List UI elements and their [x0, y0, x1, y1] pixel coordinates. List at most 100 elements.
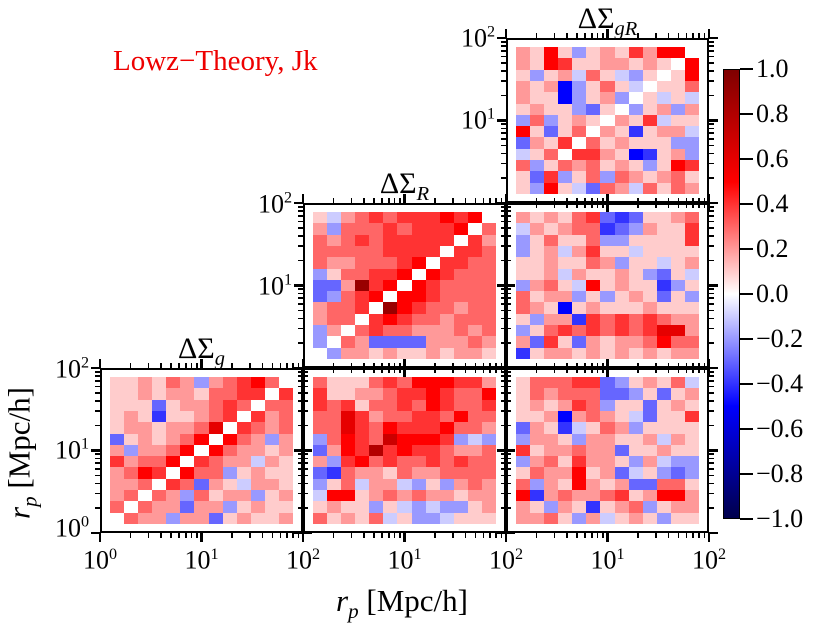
heatmap-cell [684, 126, 699, 138]
heatmap-cell [341, 399, 356, 411]
axis-tick [709, 424, 714, 427]
heatmap-cell [124, 456, 139, 468]
heatmap-cell [250, 399, 265, 411]
heatmap-cell [439, 433, 454, 445]
axis-tick [298, 453, 303, 456]
heatmap-cell [236, 388, 251, 400]
heatmap-cell [327, 336, 342, 348]
heatmap-cell [670, 399, 685, 411]
heatmap-cell [250, 377, 265, 389]
heatmap-cell [327, 422, 342, 434]
axis-tick [387, 198, 390, 203]
heatmap-cell [397, 444, 412, 457]
heatmap-cell [628, 388, 643, 400]
heatmap-cell [453, 223, 468, 235]
heatmap-cell [558, 47, 573, 59]
heatmap-cell [194, 490, 209, 502]
heatmap-cell [516, 69, 531, 81]
axis-tick [298, 309, 303, 312]
panel-frame [506, 203, 709, 368]
heatmap-cell [670, 58, 685, 70]
heatmap-cell [600, 69, 615, 81]
heatmap-cell [411, 325, 426, 337]
heatmap-cell [600, 245, 615, 258]
axis-tick [332, 368, 335, 373]
heatmap-cell [628, 268, 643, 280]
heatmap-cell [264, 433, 279, 445]
heatmap-cell [138, 377, 153, 389]
heatmap-cell [684, 456, 699, 468]
axis-tick [709, 36, 718, 40]
heatmap-cell [369, 223, 384, 235]
heatmap-cell [341, 444, 356, 457]
heatmap-cell [327, 490, 342, 502]
heatmap-cell [369, 313, 384, 326]
heatmap-cell [194, 512, 209, 524]
heatmap-cell [614, 268, 629, 280]
axis-tick [501, 327, 506, 330]
heatmap-cell [467, 291, 482, 303]
heatmap-cell [516, 148, 531, 161]
heatmap-cell [516, 336, 531, 348]
axis-tick [553, 33, 556, 38]
heatmap-cell [355, 268, 370, 280]
heatmap-cell [110, 377, 125, 389]
heatmap-cell [628, 478, 643, 491]
heatmap-cell [628, 399, 643, 411]
heatmap-cell [614, 69, 629, 81]
axis-tick [200, 359, 203, 368]
axis-tick [298, 507, 303, 509]
heatmap-cell [670, 171, 685, 183]
axis-tick [584, 198, 586, 203]
heatmap-cell [467, 325, 482, 337]
heatmap-cell [124, 490, 139, 502]
heatmap-cell [544, 501, 559, 513]
heatmap-cell [425, 467, 440, 479]
heatmap-cell [327, 245, 342, 258]
heatmap-cell [110, 501, 125, 513]
heatmap-grid [516, 212, 699, 359]
axis-tick [279, 533, 282, 538]
heatmap-cell [138, 512, 153, 524]
heatmap-cell [670, 302, 685, 314]
heatmap-cell [558, 245, 573, 258]
heatmap-cell [453, 490, 468, 502]
x-axis-label: rp [Mpc/h] [336, 583, 468, 624]
heatmap-grid [313, 212, 496, 359]
heatmap-cell [425, 347, 440, 359]
heatmap-cell [530, 268, 545, 280]
heatmap-cell [642, 223, 657, 235]
heatmap-cell [530, 456, 545, 468]
heatmap-cell [572, 336, 587, 348]
axis-tick [709, 70, 714, 72]
heatmap-cell [586, 148, 601, 161]
axis-tick [655, 203, 657, 208]
heatmap-cell [278, 433, 293, 445]
axis-tick [196, 363, 198, 368]
heatmap-cell [572, 467, 587, 479]
heatmap-cell [656, 325, 671, 337]
heatmap-cell [180, 422, 195, 434]
axis-tick [707, 359, 711, 368]
heatmap-cell [572, 291, 587, 303]
axis-tick [91, 531, 100, 535]
heatmap-cell [600, 137, 615, 149]
heatmap-cell [110, 410, 125, 423]
axis-tick [590, 33, 593, 38]
x-tick-label: 102 [488, 545, 524, 575]
axis-tick [301, 194, 305, 203]
heatmap-cell [481, 410, 496, 423]
heatmap-cell [222, 490, 237, 502]
heatmap-cell [614, 212, 629, 224]
axis-tick [709, 214, 714, 217]
heatmap-cell [628, 467, 643, 479]
heatmap-cell [558, 456, 573, 468]
heatmap-cell [558, 399, 573, 411]
heatmap-cell [656, 467, 671, 479]
heatmap-cell [313, 234, 328, 246]
heatmap-cell [544, 325, 559, 337]
heatmap-cell [152, 377, 167, 389]
heatmap-cell [355, 223, 370, 235]
heatmap-cell [516, 512, 531, 524]
heatmap-cell [425, 456, 440, 468]
